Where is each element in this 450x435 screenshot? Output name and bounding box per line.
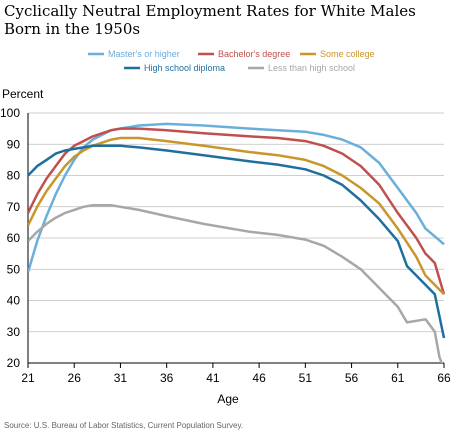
gridlines xyxy=(28,112,444,364)
chart-title: Cyclically Neutral Employment Rates for … xyxy=(4,2,416,38)
x-tick-label: 66 xyxy=(437,371,450,385)
x-tick-label: 21 xyxy=(21,371,35,385)
legend: Master's or higher Bachelor's degree Some … xyxy=(88,49,375,73)
series-line-2 xyxy=(28,136,445,296)
y-tick-label: 100 xyxy=(0,106,20,120)
legend-label: Bachelor's degree xyxy=(218,49,290,59)
series-line-4 xyxy=(28,203,444,363)
x-tick-label: 51 xyxy=(299,371,313,385)
tick-labels: 20 30 40 50 60 70 80 90 100 21 26 31 36 41 46 51 56 61 66 xyxy=(0,106,450,385)
y-tick-label: 20 xyxy=(7,356,21,370)
y-tick-label: 70 xyxy=(7,200,21,214)
series-line-3 xyxy=(28,144,446,339)
y-tick-label: 90 xyxy=(7,137,21,151)
legend-label: High school diploma xyxy=(144,63,225,73)
y-tick-label: 60 xyxy=(7,231,21,245)
x-tick-label: 41 xyxy=(206,371,220,385)
y-tick-label: 50 xyxy=(7,262,21,276)
x-tick-label: 61 xyxy=(391,371,405,385)
y-tick-label: 80 xyxy=(7,169,21,183)
legend-label: Less than high school xyxy=(268,63,355,73)
x-tick-label: 56 xyxy=(345,371,359,385)
x-tick-label: 46 xyxy=(252,371,266,385)
y-tick-label: 40 xyxy=(7,294,21,308)
legend-label: Some college xyxy=(320,49,375,59)
x-tick-label: 36 xyxy=(160,371,174,385)
legend-label: Master's or higher xyxy=(108,49,180,59)
axes xyxy=(27,113,445,368)
x-axis-title: Age xyxy=(217,392,239,406)
y-tick-label: 30 xyxy=(7,325,21,339)
y-axis-title: Percent xyxy=(2,87,44,101)
series-line-0 xyxy=(28,122,445,273)
series-line-1 xyxy=(28,127,446,295)
x-tick-label: 26 xyxy=(68,371,82,385)
source-note: Source: U.S. Bureau of Labor Statistics,… xyxy=(4,421,244,430)
x-tick-label: 31 xyxy=(114,371,128,385)
series-lines xyxy=(28,122,446,363)
